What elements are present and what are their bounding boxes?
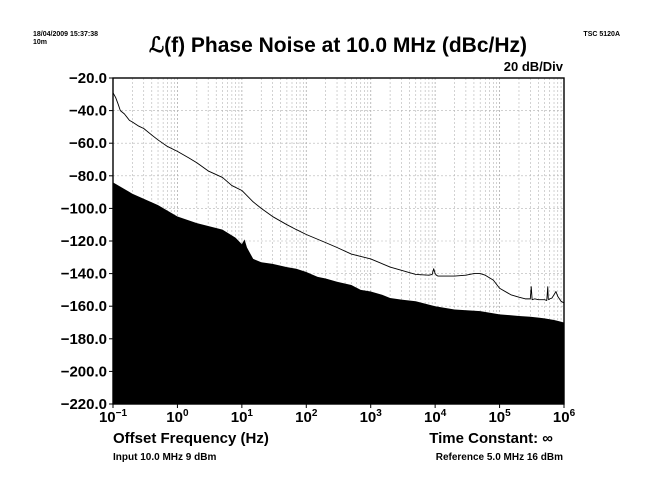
noise-floor-area bbox=[113, 182, 564, 404]
x-tick-label: 101 bbox=[231, 408, 254, 426]
instrument-label: TSC 5120A bbox=[583, 31, 620, 38]
x-axis-label: Offset Frequency (Hz) bbox=[113, 430, 269, 447]
y-tick-label: −100.0 bbox=[61, 200, 107, 217]
y-tick-label: −180.0 bbox=[61, 331, 107, 348]
y-tick-label: −160.0 bbox=[61, 298, 107, 315]
y-tick-label: −20.0 bbox=[69, 70, 107, 87]
input-label: Input 10.0 MHz 9 dBm bbox=[113, 452, 216, 463]
x-tick-label: 106 bbox=[553, 408, 576, 426]
phase-noise-line bbox=[112, 92, 565, 304]
scale-label: 20 dB/Div bbox=[504, 59, 564, 74]
y-tick-label: −220.0 bbox=[61, 396, 107, 413]
timestamp-label: 18/04/2009 15:37:38 bbox=[33, 31, 98, 38]
y-tick-label: −120.0 bbox=[61, 233, 107, 250]
series-group bbox=[112, 92, 565, 404]
y-tick-label: −140.0 bbox=[61, 266, 107, 283]
reference-label: Reference 5.0 MHz 16 dBm bbox=[436, 452, 563, 463]
x-tick-label: 102 bbox=[295, 408, 318, 426]
duration-label: 10m bbox=[33, 39, 47, 46]
x-tick-label: 10−1 bbox=[99, 408, 128, 426]
x-tick-label: 104 bbox=[424, 408, 447, 426]
y-tick-label: −60.0 bbox=[69, 135, 107, 152]
y-tick-label: −200.0 bbox=[61, 363, 107, 380]
x-tick-label: 100 bbox=[166, 408, 189, 426]
x-tick-label: 105 bbox=[488, 408, 511, 426]
time-constant-label: Time Constant: ∞ bbox=[429, 430, 553, 447]
x-tick-labels: 10−1 100 101 102 103 104 105 106 bbox=[99, 404, 576, 426]
y-tick-label: −80.0 bbox=[69, 168, 107, 185]
y-tick-label: −40.0 bbox=[69, 103, 107, 120]
chart-title: ℒ(f) Phase Noise at 10.0 MHz (dBc/Hz) bbox=[149, 34, 527, 57]
x-tick-label: 103 bbox=[360, 408, 383, 426]
y-tick-labels: −20.0 −40.0 −60.0 −80.0 −100.0 −120.0 −140.0 −1… bbox=[61, 70, 113, 413]
